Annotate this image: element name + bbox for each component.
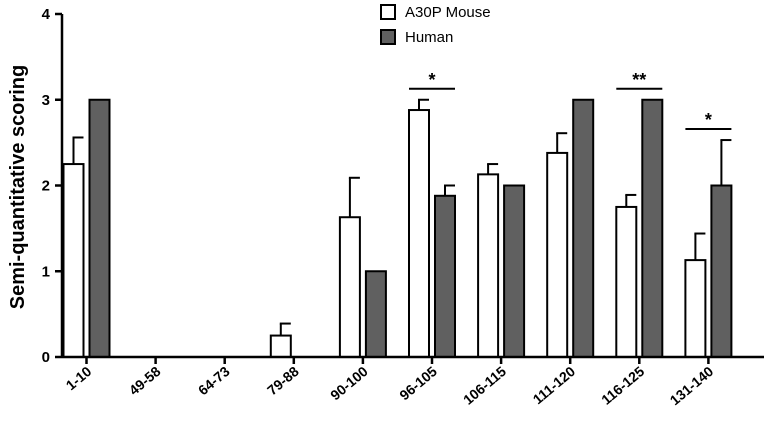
x-tick-label: 116-125 <box>598 363 647 408</box>
bar-human <box>641 98 664 358</box>
legend: A30P Mouse Human <box>380 4 491 46</box>
bar-human <box>710 184 733 358</box>
legend-swatch-human <box>380 29 396 45</box>
bar-human <box>503 184 526 358</box>
y-tick-label: 1 <box>42 263 50 280</box>
x-tick-label: 96-105 <box>396 363 440 403</box>
x-tick-label: 90-100 <box>327 363 371 403</box>
bar-a30p-mouse <box>684 259 707 359</box>
bar-human <box>572 98 595 358</box>
bar-human <box>364 270 387 358</box>
legend-label: A30P Mouse <box>405 4 491 21</box>
x-tick-label: 111-120 <box>530 363 579 407</box>
significance-label: ** <box>632 70 646 90</box>
bar-human <box>434 194 456 358</box>
y-axis-title: Semi-quantitative scoring <box>7 65 29 310</box>
legend-swatch-a30p-mouse <box>380 4 396 20</box>
bar-a30p-mouse <box>408 109 430 359</box>
bar-a30p-mouse <box>615 205 638 358</box>
x-tick-label: 1-10 <box>63 363 95 393</box>
bar-a30p-mouse <box>546 151 569 358</box>
y-tick-label: 3 <box>42 92 50 109</box>
bar-a30p-mouse <box>62 163 85 358</box>
y-tick-label: 0 <box>42 349 50 366</box>
bar-a30p-mouse <box>269 334 292 358</box>
significance-label: * <box>705 110 712 130</box>
x-tick-label: 106-115 <box>460 363 509 408</box>
y-tick-label: 2 <box>42 178 50 195</box>
significance-label: * <box>428 70 435 90</box>
bar-human <box>88 98 111 358</box>
x-tick-label: 64-73 <box>195 363 233 398</box>
bar-a30p-mouse <box>338 216 361 358</box>
x-tick-label: 49-58 <box>126 363 164 398</box>
x-tick-label: 79-88 <box>264 363 302 398</box>
bar-a30p-mouse <box>477 173 500 358</box>
x-tick-label: 131-140 <box>667 363 717 408</box>
legend-label: Human <box>405 29 453 46</box>
y-tick-label: 4 <box>42 6 51 23</box>
